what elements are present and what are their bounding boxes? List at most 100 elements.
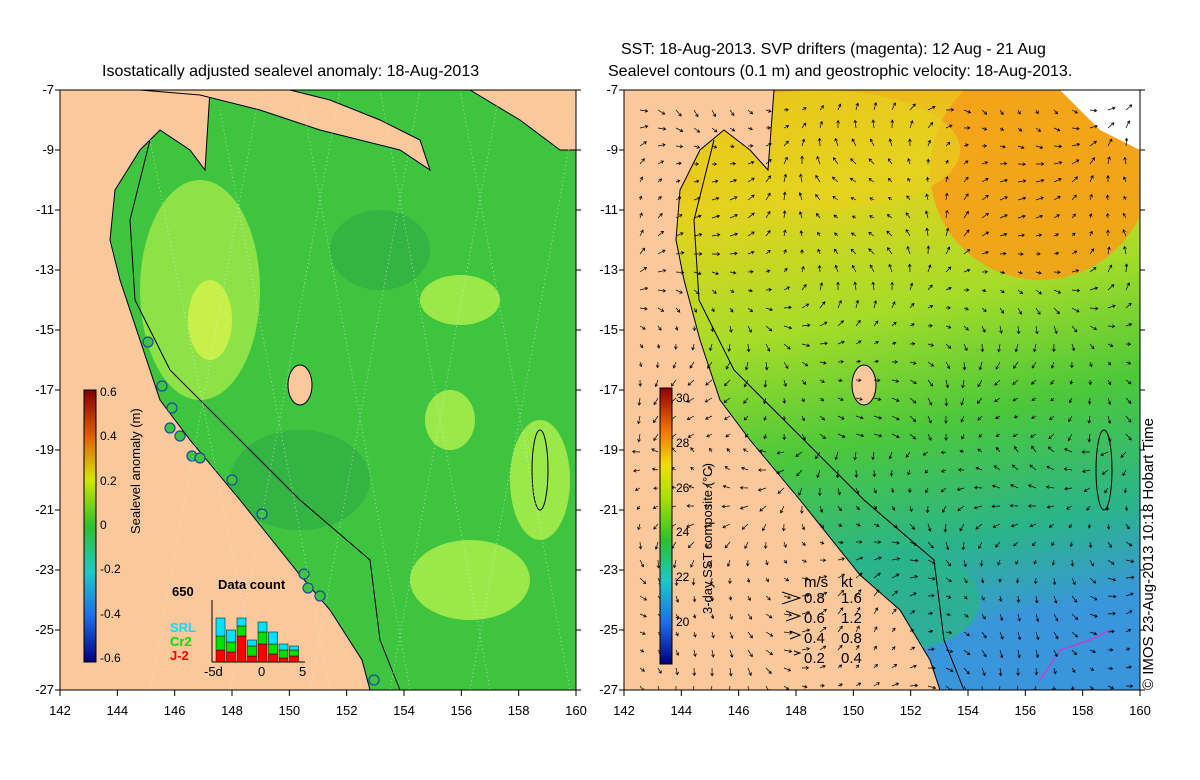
lat-tick-label: -19 — [599, 442, 618, 457]
sla-tick-label: 0.6 — [100, 385, 117, 399]
lon-tick-label: 148 — [785, 703, 807, 718]
data-count-bar — [257, 631, 268, 645]
data-count-bar — [215, 649, 226, 663]
sst-colorbar-label: 3-day SST composite (°C) — [700, 463, 715, 614]
data-count-bar — [226, 651, 236, 663]
velocity-legend-arrows — [781, 591, 802, 656]
data-count-bar — [257, 621, 268, 633]
data-count-bar — [247, 655, 257, 663]
lat-tick-label: -9 — [606, 142, 618, 157]
data-count-bar — [247, 639, 257, 647]
lat-tick-label: -11 — [600, 202, 618, 217]
data-count-bar — [278, 657, 289, 663]
data-count-bar — [289, 649, 299, 657]
lon-tick-label: 144 — [670, 703, 693, 718]
lon-tick-label: 160 — [1129, 703, 1151, 718]
lat-tick-label: -13 — [599, 262, 618, 277]
data-count-title: Data count — [218, 577, 286, 592]
data-count-bar — [215, 635, 226, 651]
lon-tick-label: 148 — [221, 703, 243, 718]
data-count-bar — [236, 625, 247, 637]
lat-tick-label: -7 — [42, 82, 54, 97]
lat-tick-label: -25 — [599, 622, 618, 637]
data-count-histogram — [211, 600, 305, 663]
lat-tick-label: -13 — [35, 262, 54, 277]
data-count-xtick: 0 — [258, 664, 266, 679]
lon-tick-label: 152 — [335, 703, 358, 718]
credit-text: © IMOS 23-Aug-2013 10:18 Hobart Time — [1140, 417, 1157, 690]
data-count-max: 650 — [172, 584, 194, 599]
lat-tick-label: -25 — [35, 622, 54, 637]
sla-tick-label: 0.2 — [100, 473, 117, 488]
lon-tick-label: 152 — [899, 703, 922, 718]
data-count-bar — [278, 649, 289, 659]
sla-tick-label: 0 — [100, 518, 107, 532]
lat-tick-label: -21 — [35, 502, 54, 517]
lat-tick-label: -9 — [42, 142, 54, 157]
lat-tick-label: -17 — [35, 382, 54, 397]
right-map-title-line1: SST: 18-Aug-2013. SVP drifters (magenta)… — [621, 41, 1046, 58]
left-map-title: Isostatically adjusted sealevel anomaly:… — [102, 63, 480, 80]
data-count-xtick: -5d — [204, 664, 223, 679]
data-count-bar — [289, 645, 299, 651]
velocity-legend-kt: 0.8 — [841, 630, 862, 647]
lat-tick-label: -7 — [606, 82, 618, 97]
data-count-bar — [257, 643, 268, 663]
left-map — [60, 90, 576, 690]
lon-tick-label: 158 — [507, 703, 530, 718]
data-count-legend-item: J-2 — [170, 648, 189, 663]
data-count-legend-item: SRL — [170, 620, 196, 635]
velocity-legend-ms: 0.4 — [804, 630, 825, 647]
lon-tick-label: 142 — [49, 703, 71, 718]
lat-tick-label: -17 — [599, 382, 618, 397]
velocity-legend-ms: 0.6 — [804, 610, 825, 627]
velocity-legend-kt: 0.4 — [841, 650, 862, 667]
sst-tick-label: 30 — [676, 391, 690, 405]
data-count-legend-item: Cr2 — [170, 634, 192, 649]
lon-tick-label: 146 — [163, 703, 186, 718]
right-map-title-line2: Sealevel contours (0.1 m) and geostrophi… — [608, 63, 1073, 80]
velocity-legend-ms: 0.8 — [804, 590, 825, 607]
sst-tick-label: 20 — [676, 615, 690, 629]
sst-tick-label: 22 — [676, 570, 690, 585]
sla-colorbar-label: Sealevel anomaly (m) — [128, 408, 143, 534]
tide-gauge-markers — [142, 336, 380, 686]
lat-tick-label: -19 — [35, 442, 54, 457]
data-count-xtick: 5 — [299, 664, 307, 679]
lon-tick-label: 144 — [106, 703, 129, 718]
lat-tick-label: -27 — [35, 682, 54, 697]
lat-tick-label: -15 — [599, 322, 618, 337]
sst-colorbar — [659, 387, 673, 665]
lon-tick-label: 158 — [1071, 703, 1094, 718]
sst-tick-label: 28 — [676, 435, 690, 450]
data-count-bar — [278, 643, 289, 651]
lat-tick-label: -27 — [599, 682, 618, 697]
lat-tick-label: -23 — [35, 562, 54, 577]
data-count-bar — [215, 617, 226, 637]
lon-tick-label: 142 — [613, 703, 635, 718]
lon-tick-label: 150 — [842, 703, 865, 718]
sla-colorbar — [83, 389, 97, 663]
sla-tick-label: -0.6 — [100, 651, 121, 665]
sla-tick-label: -0.4 — [100, 606, 121, 621]
right-map — [624, 90, 1140, 690]
sst-tick-label: 26 — [676, 480, 690, 495]
lat-tick-label: -21 — [599, 502, 618, 517]
velocity-legend-header-kt: kt — [841, 574, 853, 591]
sla-tick-label: 0.4 — [100, 429, 117, 444]
sst-tick-label: 24 — [676, 525, 690, 540]
data-count-bar — [268, 653, 278, 663]
lon-tick-label: 150 — [278, 703, 301, 718]
lon-tick-label: 160 — [565, 703, 587, 718]
velocity-legend-kt: 1.6 — [841, 590, 862, 607]
lat-tick-label: -15 — [35, 322, 54, 337]
data-count-bar — [247, 645, 257, 657]
lon-tick-label: 156 — [450, 703, 473, 718]
lon-tick-label: 156 — [1014, 703, 1037, 718]
data-count-bar — [289, 655, 299, 663]
data-count-bar — [236, 617, 247, 627]
lat-tick-label: -23 — [599, 562, 618, 577]
sla-tick-label: -0.2 — [100, 562, 121, 577]
data-count-bar — [226, 641, 236, 653]
